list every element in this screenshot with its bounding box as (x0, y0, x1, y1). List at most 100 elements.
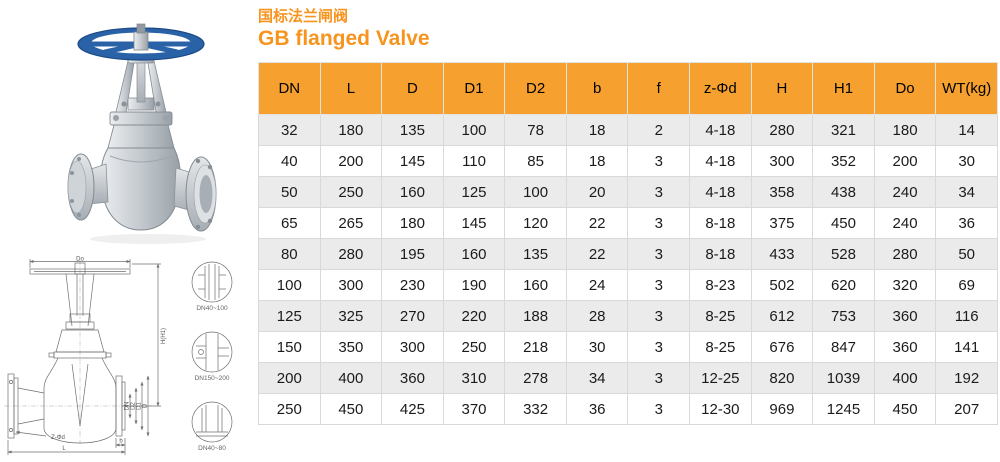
table-cell: 280 (750, 114, 814, 146)
table-cell: 218 (504, 331, 567, 363)
table-cell: 358 (750, 176, 814, 208)
table-cell: 28 (565, 300, 629, 332)
table-cell: 100 (504, 176, 567, 208)
dim-label-d: D (143, 403, 149, 408)
table-cell: 280 (319, 238, 383, 270)
table-cell: 141 (935, 331, 998, 363)
table-cell: 150 (258, 331, 321, 363)
table-cell: 100 (442, 114, 506, 146)
table-cell: 80 (258, 238, 321, 270)
table-cell: 34 (935, 176, 998, 208)
table-cell: 200 (873, 145, 937, 177)
table-cell: 30 (565, 331, 629, 363)
table-row: 50 250 160 125 100 20 3 4-18 358 438 240 34 (258, 176, 998, 208)
table-cell: 40 (258, 145, 321, 177)
dim-label-dn: DN (125, 402, 131, 411)
table-cell: 425 (381, 393, 444, 425)
table-cell: 612 (750, 300, 814, 332)
table-cell: 50 (935, 238, 998, 270)
table-cell: 3 (627, 300, 691, 332)
table-cell: 3 (627, 207, 691, 239)
column-header: f (627, 62, 691, 115)
table-cell: 125 (442, 176, 506, 208)
valve-body (100, 147, 181, 231)
table-cell: 1245 (812, 393, 875, 425)
table-cell: 300 (750, 145, 814, 177)
table-cell: 360 (873, 300, 937, 332)
table-cell: 270 (381, 300, 444, 332)
table-cell: 278 (504, 362, 567, 394)
table-cell: 352 (812, 145, 875, 177)
table-head: DN L D D1 D2 b f z-Φd H H1 Do WT(kg) (258, 62, 998, 115)
table-cell: 32 (258, 114, 321, 146)
table-cell: 969 (750, 393, 814, 425)
table-cell: 18 (565, 145, 629, 177)
table-row: 200 400 360 310 278 34 3 12-25 820 1039 400 192 (258, 362, 998, 394)
valve-drawing-art: Do H(H1) L b Z-Φd DN D2 D1 D DN40~100 DN… (4, 257, 233, 455)
table-cell: 4-18 (689, 176, 752, 208)
table-cell: 8-25 (689, 300, 752, 332)
table-cell: 22 (565, 238, 629, 270)
table-cell: 14 (935, 114, 998, 146)
table-cell: 320 (873, 269, 937, 301)
table-cell: 250 (258, 393, 321, 425)
product-title-zh: 国标法兰闸阀 (258, 8, 349, 25)
table-row: 150 350 300 250 218 30 3 8-25 676 847 360 141 (258, 331, 998, 363)
spec-table: DN L D D1 D2 b f z-Φd H H1 Do WT(kg) 32 180 135 100 78 1… (258, 62, 998, 425)
table-cell: 8-25 (689, 331, 752, 363)
table-row: 100 300 230 190 160 24 3 8-23 502 620 320 69 (258, 269, 998, 301)
table-cell: 450 (319, 393, 383, 425)
table-cell: 310 (442, 362, 506, 394)
photo-shadow (90, 234, 206, 244)
table-row: 125 325 270 220 188 28 3 8-25 612 753 360 116 (258, 300, 998, 332)
table-cell: 12-30 (689, 393, 752, 425)
table-cell: 195 (381, 238, 444, 270)
detail-label: DN150~200 (195, 375, 230, 382)
table-cell: 110 (442, 145, 506, 177)
table-cell: 20 (565, 176, 629, 208)
table-cell: 400 (873, 362, 937, 394)
table-cell: 502 (750, 269, 814, 301)
table-cell: 160 (381, 176, 444, 208)
table-cell: 360 (381, 362, 444, 394)
detail-circle (191, 401, 233, 443)
table-cell: 300 (319, 269, 383, 301)
table-cell: 321 (812, 114, 875, 146)
table-cell: 3 (627, 331, 691, 363)
table-cell: 280 (873, 238, 937, 270)
table-cell: 450 (873, 393, 937, 425)
dim-label-l: L (62, 446, 66, 452)
table-cell: 207 (935, 393, 998, 425)
table-cell: 3 (627, 176, 691, 208)
table-cell: 753 (812, 300, 875, 332)
table-cell: 528 (812, 238, 875, 270)
table-cell: 676 (750, 331, 814, 363)
table-cell: 847 (812, 331, 875, 363)
table-cell: 188 (504, 300, 567, 332)
table-cell: 3 (627, 269, 691, 301)
table-cell: 375 (750, 207, 814, 239)
table-cell: 820 (750, 362, 814, 394)
table-cell: 250 (319, 176, 383, 208)
table-cell: 30 (935, 145, 998, 177)
detail-circle (191, 331, 233, 373)
table-cell: 34 (565, 362, 629, 394)
table-cell: 145 (381, 145, 444, 177)
table-cell: 116 (935, 300, 998, 332)
table-cell: 200 (319, 145, 383, 177)
table-cell: 85 (504, 145, 567, 177)
column-header: D1 (442, 62, 506, 115)
table-cell: 433 (750, 238, 814, 270)
table-cell: 3 (627, 145, 691, 177)
table-cell: 300 (381, 331, 444, 363)
table-cell: 8-18 (689, 238, 752, 270)
table-row: 32 180 135 100 78 18 2 4-18 280 321 180 14 (258, 114, 998, 146)
table-cell: 2 (627, 114, 691, 146)
table-cell: 4-18 (689, 145, 752, 177)
table-cell: 135 (381, 114, 444, 146)
table-cell: 400 (319, 362, 383, 394)
dim-label-d2: D2 (131, 402, 137, 410)
detail-label: DN40~80 (198, 445, 226, 452)
dim-label-do: Do (76, 257, 84, 263)
